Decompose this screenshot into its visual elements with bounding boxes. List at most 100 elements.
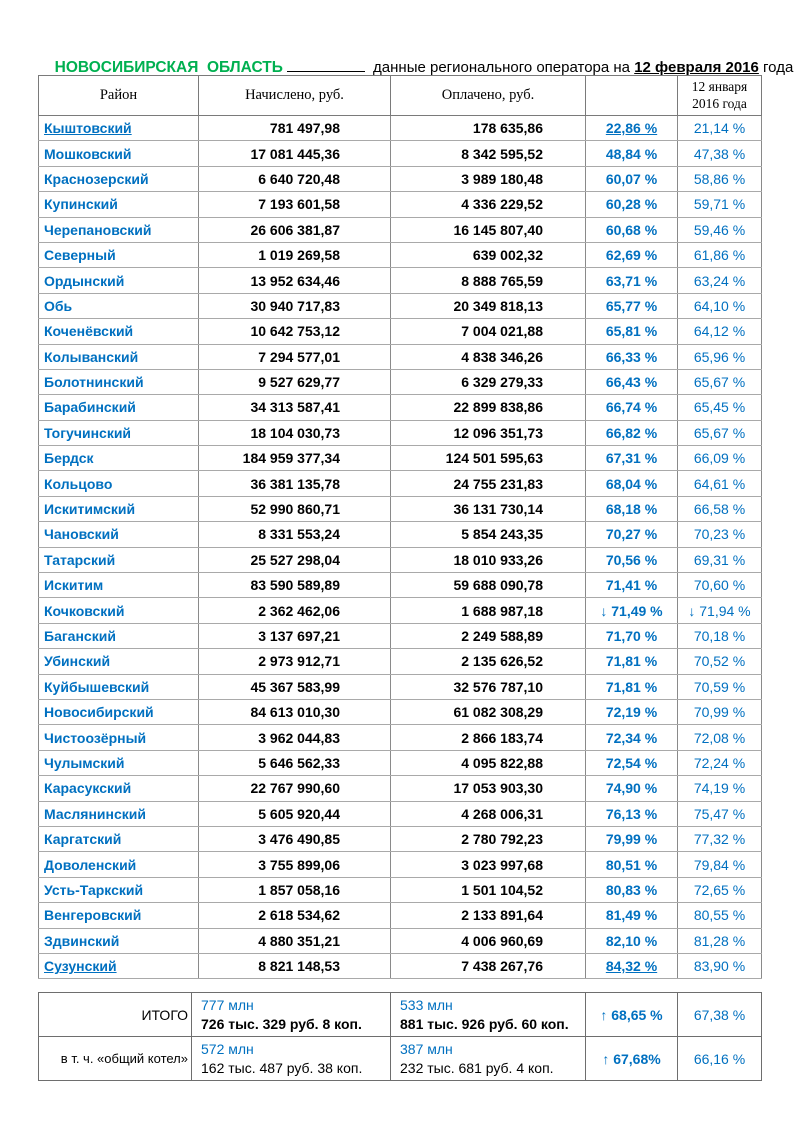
paid-value: 32 576 787,10 bbox=[390, 673, 586, 700]
paid-value: 178 635,86 bbox=[390, 114, 586, 142]
percent-current: 71,81 % bbox=[585, 648, 678, 675]
percent-previous: 65,45 % bbox=[677, 394, 762, 421]
accrued-value: 3 755 899,06 bbox=[198, 851, 391, 878]
table-row: Северный 1 019 269,58 639 002,32 62,69 %… bbox=[38, 241, 762, 269]
table-row: Чистоозёрный 3 962 044,83 2 866 183,74 7… bbox=[38, 724, 762, 751]
table-row: Кыштовский 781 497,98 178 635,86 22,86 %… bbox=[38, 114, 762, 142]
table-row: Карасукский 22 767 990,60 17 053 903,30 … bbox=[38, 775, 762, 802]
district-name: Кочковский bbox=[38, 597, 199, 624]
totals-percent-current: ↑ 68,65 % bbox=[585, 992, 678, 1037]
accrued-value: 2 618 534,62 bbox=[198, 902, 391, 929]
percent-previous: 66,09 % bbox=[677, 445, 762, 472]
percent-previous: 80,55 % bbox=[677, 902, 762, 929]
table-row: Искитим 83 590 589,89 59 688 090,78 71,4… bbox=[38, 572, 762, 599]
district-name: Искитим bbox=[38, 572, 199, 599]
percent-current: 72,19 % bbox=[585, 698, 678, 726]
districts-table-body: Кыштовский 781 497,98 178 635,86 22,86 %… bbox=[38, 114, 762, 980]
district-name: Доволенский bbox=[38, 851, 199, 878]
district-name: Кыштовский bbox=[38, 114, 199, 142]
paid-value: 1 501 104,52 bbox=[390, 876, 586, 904]
paid-value: 36 131 730,14 bbox=[390, 495, 586, 523]
district-name: Куйбышевский bbox=[38, 673, 199, 700]
table-row: Венгеровский 2 618 534,62 2 133 891,64 8… bbox=[38, 902, 762, 929]
percent-current: 66,74 % bbox=[585, 394, 678, 421]
table-row: Новосибирский 84 613 010,30 61 082 308,2… bbox=[38, 698, 762, 726]
table-row: Коченёвский 10 642 753,12 7 004 021,88 6… bbox=[38, 318, 762, 345]
accrued-value: 6 640 720,48 bbox=[198, 165, 391, 193]
table-row: Тогучинский 18 104 030,73 12 096 351,73 … bbox=[38, 419, 762, 447]
common-pot-label: в т. ч. «общий котел» bbox=[38, 1036, 192, 1081]
district-name: Сузунский bbox=[38, 952, 199, 980]
document-title: НОВОСИБИРСКАЯ ОБЛАСТЬ данные регионально… bbox=[38, 37, 794, 98]
accrued-value: 4 880 351,21 bbox=[198, 927, 391, 954]
paid-value: 61 082 308,29 bbox=[390, 698, 586, 726]
percent-current: 60,28 % bbox=[585, 191, 678, 218]
percent-previous: 70,23 % bbox=[677, 521, 762, 548]
accrued-value: 10 642 753,12 bbox=[198, 318, 391, 345]
accrued-value: 26 606 381,87 bbox=[198, 216, 391, 243]
paid-value: 1 688 987,18 bbox=[390, 597, 586, 624]
accrued-value: 2 973 912,71 bbox=[198, 648, 391, 675]
district-name: Мошковский bbox=[38, 140, 199, 167]
table-row: Ордынский 13 952 634,46 8 888 765,59 63,… bbox=[38, 267, 762, 294]
district-name: Чановский bbox=[38, 521, 199, 548]
common-pot-paid: 387 млн 232 тыс. 681 руб. 4 коп. bbox=[390, 1036, 586, 1081]
percent-current: 66,43 % bbox=[585, 368, 678, 396]
percent-current: 74,90 % bbox=[585, 775, 678, 802]
accrued-value: 3 962 044,83 bbox=[198, 724, 391, 751]
percent-previous: 81,28 % bbox=[677, 927, 762, 954]
district-name: Барабинский bbox=[38, 394, 199, 421]
accrued-value: 8 821 148,53 bbox=[198, 952, 391, 980]
percent-current: 68,04 % bbox=[585, 470, 678, 497]
percent-previous: 21,14 % bbox=[677, 114, 762, 142]
table-row: Колыванский 7 294 577,01 4 838 346,26 66… bbox=[38, 343, 762, 370]
paid-value: 5 854 243,35 bbox=[390, 521, 586, 548]
accrued-value: 781 497,98 bbox=[198, 114, 391, 142]
paid-value: 4 006 960,69 bbox=[390, 927, 586, 954]
table-row: Чановский 8 331 553,24 5 854 243,35 70,2… bbox=[38, 521, 762, 548]
percent-previous: 64,10 % bbox=[677, 292, 762, 320]
district-name: Чистоозёрный bbox=[38, 724, 199, 751]
totals-paid-millions: 533 млн bbox=[400, 997, 453, 1014]
percent-previous: ↓ 71,94 % bbox=[677, 597, 762, 624]
table-row: Каргатский 3 476 490,85 2 780 792,23 79,… bbox=[38, 825, 762, 853]
accrued-value: 3 476 490,85 bbox=[198, 825, 391, 853]
paid-value: 16 145 807,40 bbox=[390, 216, 586, 243]
accrued-value: 7 294 577,01 bbox=[198, 343, 391, 370]
paid-value: 12 096 351,73 bbox=[390, 419, 586, 447]
percent-current: 84,32 % bbox=[585, 952, 678, 980]
table-row: Маслянинский 5 605 920,44 4 268 006,31 7… bbox=[38, 800, 762, 827]
percent-previous: 72,24 % bbox=[677, 749, 762, 777]
paid-value: 6 329 279,33 bbox=[390, 368, 586, 396]
percent-previous: 74,19 % bbox=[677, 775, 762, 802]
percent-previous: 59,71 % bbox=[677, 191, 762, 218]
district-name: Черепановский bbox=[38, 216, 199, 243]
percent-previous: 63,24 % bbox=[677, 267, 762, 294]
subtitle-prefix: данные регионального оператора на bbox=[368, 59, 635, 76]
district-name: Усть-Таркский bbox=[38, 876, 199, 904]
table-row: Убинский 2 973 912,71 2 135 626,52 71,81… bbox=[38, 648, 762, 675]
table-row: Искитимский 52 990 860,71 36 131 730,14 … bbox=[38, 495, 762, 523]
percent-current: 60,07 % bbox=[585, 165, 678, 193]
accrued-value: 25 527 298,04 bbox=[198, 546, 391, 574]
district-name: Болотнинский bbox=[38, 368, 199, 396]
district-name: Здвинский bbox=[38, 927, 199, 954]
table-header: Район Начислено, руб. Оплачено, руб. 12 … bbox=[38, 75, 762, 116]
paid-value: 3 023 997,68 bbox=[390, 851, 586, 878]
totals-row: ИТОГО 777 млн 726 тыс. 329 руб. 8 коп. 5… bbox=[38, 992, 762, 1037]
percent-current: 71,81 % bbox=[585, 673, 678, 700]
table-row: Бердск 184 959 377,34 124 501 595,63 67,… bbox=[38, 445, 762, 472]
paid-value: 4 268 006,31 bbox=[390, 800, 586, 827]
paid-value: 17 053 903,30 bbox=[390, 775, 586, 802]
district-name: Краснозерский bbox=[38, 165, 199, 193]
header-row: Район Начислено, руб. Оплачено, руб. 12 … bbox=[38, 75, 762, 116]
accrued-value: 30 940 717,83 bbox=[198, 292, 391, 320]
accrued-value: 52 990 860,71 bbox=[198, 495, 391, 523]
accrued-value: 18 104 030,73 bbox=[198, 419, 391, 447]
percent-previous: 47,38 % bbox=[677, 140, 762, 167]
table-row: Краснозерский 6 640 720,48 3 989 180,48 … bbox=[38, 165, 762, 193]
table-row: Сузунский 8 821 148,53 7 438 267,76 84,3… bbox=[38, 952, 762, 980]
accrued-value: 34 313 587,41 bbox=[198, 394, 391, 421]
paid-value: 2 780 792,23 bbox=[390, 825, 586, 853]
